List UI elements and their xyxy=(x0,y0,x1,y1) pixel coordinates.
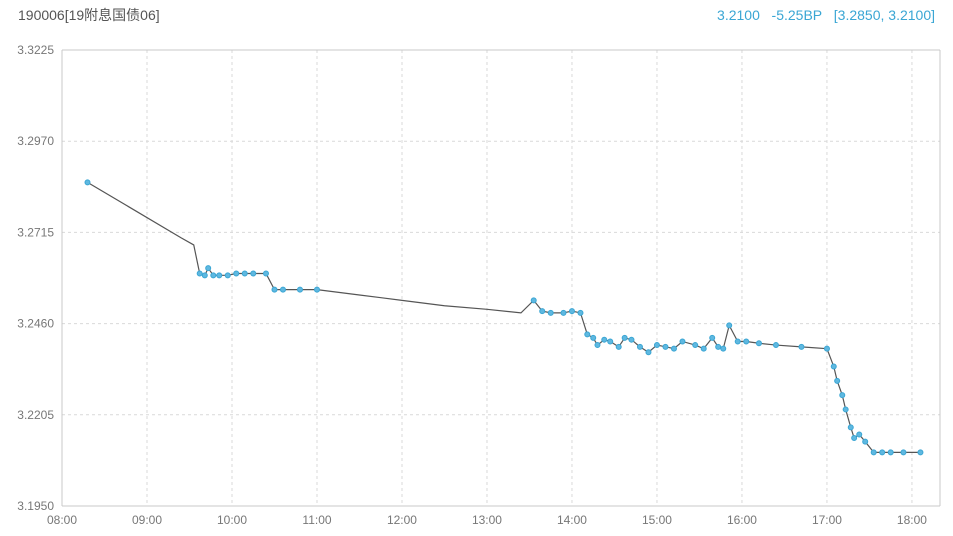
price-marker xyxy=(756,341,761,346)
price-marker xyxy=(721,346,726,351)
price-marker xyxy=(263,271,268,276)
price-marker xyxy=(234,271,239,276)
change-bp: -5.25BP xyxy=(772,7,823,23)
svg-text:3.2460: 3.2460 xyxy=(17,317,54,331)
price-marker xyxy=(880,450,885,455)
svg-text:17:00: 17:00 xyxy=(812,513,842,527)
price-marker xyxy=(251,271,256,276)
price-marker xyxy=(585,332,590,337)
price-marker xyxy=(663,344,668,349)
svg-text:3.2205: 3.2205 xyxy=(17,408,54,422)
svg-text:11:00: 11:00 xyxy=(302,513,331,527)
price-marker xyxy=(629,337,634,342)
svg-text:18:00: 18:00 xyxy=(897,513,927,527)
price-marker xyxy=(901,450,906,455)
price-marker xyxy=(843,407,848,412)
price-marker xyxy=(314,287,319,292)
price-marker xyxy=(602,337,607,342)
price-marker xyxy=(835,378,840,383)
price-marker xyxy=(531,298,536,303)
price-marker xyxy=(716,344,721,349)
price-line xyxy=(88,182,921,452)
price-marker xyxy=(888,450,893,455)
price-marker xyxy=(548,310,553,315)
price-marker xyxy=(217,273,222,278)
svg-text:12:00: 12:00 xyxy=(387,513,417,527)
chart-svg: 3.1950 3.2205 3.2460 3.2715 3.2970 3.3225 08:0… xyxy=(0,26,953,536)
price-marker xyxy=(857,432,862,437)
svg-text:3.2970: 3.2970 xyxy=(17,134,54,148)
price-marker xyxy=(297,287,302,292)
svg-text:15:00: 15:00 xyxy=(642,513,672,527)
price-marker xyxy=(735,339,740,344)
price-marker xyxy=(710,335,715,340)
quote-summary: 3.2100 -5.25BP [3.2850, 3.2100] xyxy=(717,7,935,23)
price-marker xyxy=(918,450,923,455)
svg-text:13:00: 13:00 xyxy=(472,513,502,527)
price-marker xyxy=(540,309,545,314)
svg-text:3.3225: 3.3225 xyxy=(17,43,54,57)
price-marker xyxy=(727,323,732,328)
day-range: [3.2850, 3.2100] xyxy=(834,7,935,23)
price-marker xyxy=(848,425,853,430)
price-marker xyxy=(840,393,845,398)
price-marker xyxy=(202,273,207,278)
price-marker xyxy=(280,287,285,292)
svg-text:08:00: 08:00 xyxy=(47,513,77,527)
price-marker xyxy=(591,335,596,340)
price-marker xyxy=(561,310,566,315)
price-marker xyxy=(622,335,627,340)
price-marker xyxy=(595,343,600,348)
price-marker xyxy=(693,343,698,348)
price-marker xyxy=(671,346,676,351)
price-marker xyxy=(569,309,574,314)
price-marker xyxy=(197,271,202,276)
price-marker xyxy=(206,266,211,271)
chart-area[interactable]: 3.1950 3.2205 3.2460 3.2715 3.2970 3.3225 08:0… xyxy=(0,26,953,536)
instrument-name: [19附息国债06] xyxy=(65,7,160,23)
last-price: 3.2100 xyxy=(717,7,760,23)
price-marker xyxy=(85,180,90,185)
price-marker xyxy=(799,344,804,349)
price-marker xyxy=(863,439,868,444)
chart-header: 190006[19附息国债06] 3.2100 -5.25BP [3.2850,… xyxy=(0,0,953,26)
price-marker xyxy=(608,339,613,344)
price-marker xyxy=(616,344,621,349)
svg-text:3.2715: 3.2715 xyxy=(17,225,54,239)
instrument-title: 190006[19附息国债06] xyxy=(18,5,160,25)
price-marker xyxy=(824,346,829,351)
svg-text:3.1950: 3.1950 xyxy=(17,499,54,513)
svg-text:16:00: 16:00 xyxy=(727,513,757,527)
instrument-code: 190006 xyxy=(18,7,65,23)
price-marker xyxy=(242,271,247,276)
price-marker xyxy=(773,343,778,348)
price-marker xyxy=(211,273,216,278)
svg-text:10:00: 10:00 xyxy=(217,513,247,527)
price-marker xyxy=(871,450,876,455)
svg-text:14:00: 14:00 xyxy=(557,513,587,527)
price-marker xyxy=(744,339,749,344)
price-marker xyxy=(225,273,230,278)
svg-text:09:00: 09:00 xyxy=(132,513,162,527)
price-marker xyxy=(272,287,277,292)
price-marker xyxy=(637,344,642,349)
price-marker xyxy=(701,346,706,351)
price-marker xyxy=(646,350,651,355)
price-marker xyxy=(680,339,685,344)
price-marker xyxy=(654,343,659,348)
price-marker xyxy=(831,364,836,369)
price-marker xyxy=(852,436,857,441)
price-marker xyxy=(578,310,583,315)
